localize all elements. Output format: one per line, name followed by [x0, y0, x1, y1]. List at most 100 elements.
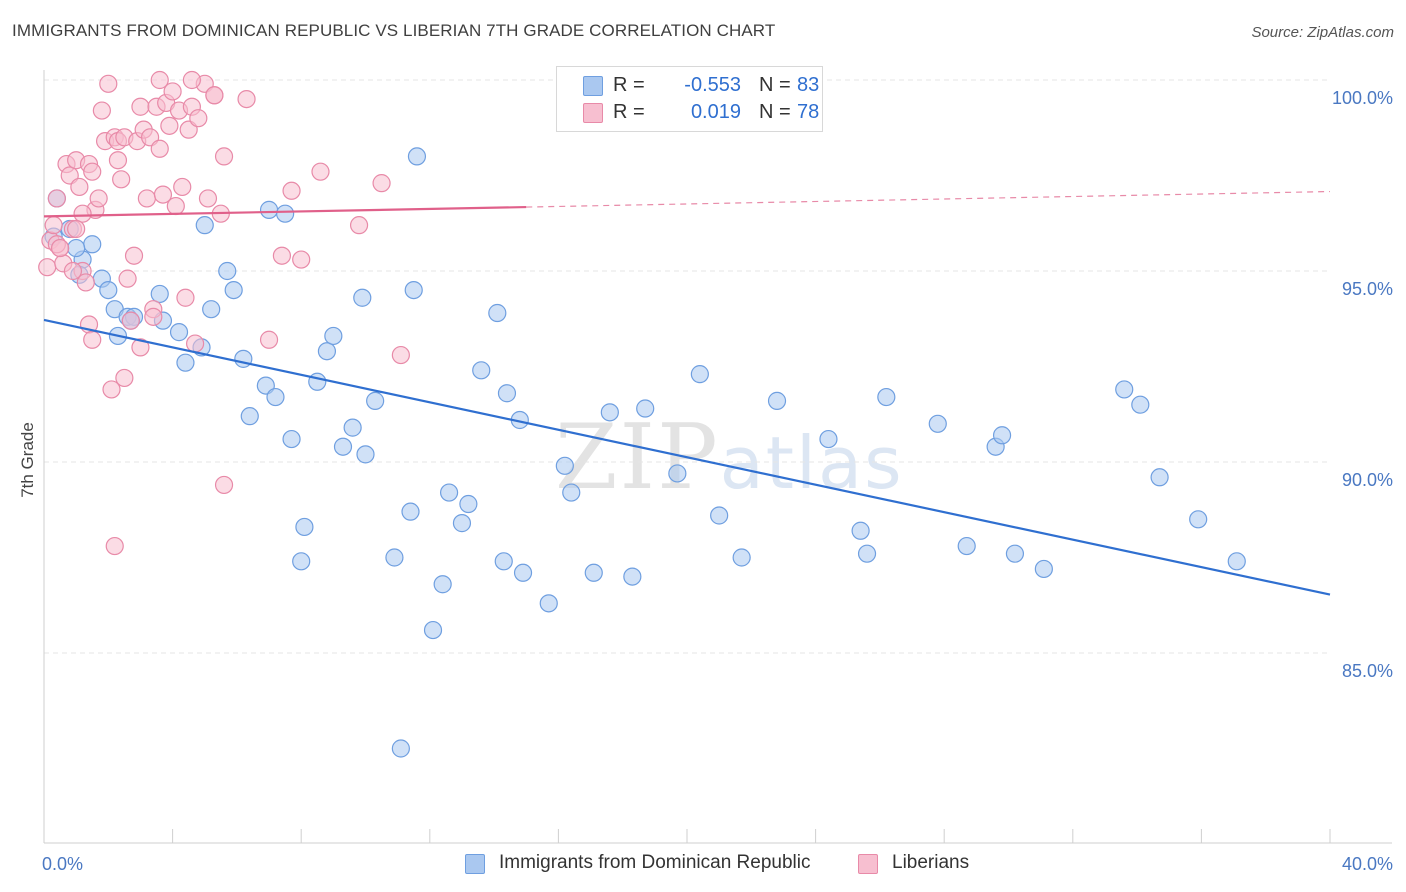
point-dominican [423, 620, 443, 640]
point-dominican [497, 384, 517, 403]
point-dominican [1034, 559, 1053, 579]
point-dominican [401, 502, 420, 521]
point-liberian [83, 162, 102, 181]
legend-row-liberian: R = 0.019 N = 78 [583, 101, 819, 127]
point-liberian [198, 189, 218, 208]
point-dominican [1005, 544, 1025, 563]
point-dominican [295, 517, 314, 537]
point-dominican [459, 494, 478, 514]
point-liberian [92, 101, 111, 120]
point-dominican [433, 575, 452, 594]
point-liberian [131, 338, 150, 357]
point-liberian [131, 97, 150, 116]
bottom-legend-swatch-pink [858, 854, 878, 874]
point-dominican [494, 552, 513, 571]
point-dominican [1150, 468, 1169, 487]
point-dominican [366, 391, 385, 410]
point-liberian [76, 273, 95, 292]
x-tick-label: 40.0% [1342, 854, 1393, 874]
point-liberian [70, 177, 89, 197]
point-dominican [957, 536, 976, 556]
point-dominican [169, 323, 189, 342]
point-liberian [292, 250, 311, 269]
point-dominican [404, 281, 423, 300]
point-liberian [67, 219, 86, 239]
point-dominican [710, 506, 729, 525]
point-liberian [150, 139, 169, 158]
point-dominican [562, 483, 581, 502]
point-liberian [50, 238, 70, 258]
point-liberian [349, 216, 369, 235]
y-tick-label: 100.0% [1332, 88, 1393, 108]
point-dominican [851, 521, 870, 540]
point-dominican [218, 261, 237, 281]
point-liberian [391, 345, 410, 365]
point-liberian [124, 246, 144, 265]
point-dominican [668, 464, 687, 483]
point-dominican [385, 548, 404, 567]
point-liberian [259, 330, 279, 349]
point-dominican [992, 426, 1012, 445]
point-liberian [205, 86, 224, 105]
legend-r-value: -0.553 [684, 74, 741, 96]
bottom-legend-label: Liberians [892, 852, 970, 873]
legend-n-label: N = [759, 101, 791, 123]
point-dominican [819, 429, 838, 449]
point-dominican [176, 353, 195, 372]
point-dominican [584, 563, 603, 582]
point-liberian [137, 189, 156, 208]
point-liberian [160, 116, 179, 135]
point-dominican [623, 567, 642, 586]
point-dominican [195, 216, 214, 235]
point-liberian [372, 174, 391, 193]
point-liberian [182, 70, 201, 90]
point-liberian [282, 181, 301, 200]
point-dominican [513, 563, 533, 582]
trend-lines [43, 190, 1331, 596]
point-dominican [539, 594, 558, 613]
legend-r-label: R = [613, 101, 645, 123]
point-liberian [214, 147, 234, 166]
y-tick-label: 95.0% [1342, 279, 1393, 299]
point-liberian [89, 189, 108, 208]
axes [43, 70, 1392, 844]
point-liberian [237, 89, 256, 109]
stats-legend: R = -0.553 N = 83 R = 0.019 N = 78 [556, 66, 823, 132]
legend-r-value: 0.019 [690, 101, 741, 123]
bottom-legend-label: Immigrants from Dominican Republic [499, 852, 811, 873]
point-liberian [163, 82, 182, 101]
point-liberian [173, 177, 192, 197]
point-dominican [266, 387, 285, 407]
legend-r-label: R = [613, 74, 645, 96]
point-dominican [333, 437, 353, 456]
point-dominican [600, 403, 619, 422]
trend-line-liberian [43, 205, 527, 218]
point-dominican [343, 418, 362, 437]
point-dominican [472, 361, 491, 380]
legend-row-dominican: R = -0.553 N = 83 [583, 74, 819, 100]
legend-swatch-blue [583, 76, 603, 96]
point-dominican [353, 288, 372, 307]
point-dominican [356, 445, 375, 464]
legend-n-value: 78 [797, 101, 820, 123]
point-dominican [555, 456, 574, 475]
point-liberian [214, 475, 234, 495]
point-dominican [150, 284, 169, 304]
point-dominican [452, 514, 472, 533]
point-liberian [112, 170, 131, 189]
point-dominican [407, 147, 427, 166]
point-liberian [83, 330, 102, 349]
point-liberian [272, 246, 292, 265]
axis-labels: 85.0% 90.0% 95.0% 100.0% 0.0% 40.0% 7th Grade [18, 88, 1393, 874]
point-liberian [118, 269, 137, 288]
point-dominican [1189, 510, 1208, 529]
point-dominican [488, 303, 507, 323]
point-dominican [857, 544, 877, 563]
point-liberian [99, 74, 118, 93]
point-dominican [928, 414, 947, 433]
point-liberian [44, 216, 63, 235]
point-dominican [224, 281, 243, 300]
point-dominican [690, 365, 709, 384]
trend-line-liberian-dashed [526, 190, 1331, 208]
point-liberian [186, 334, 205, 353]
